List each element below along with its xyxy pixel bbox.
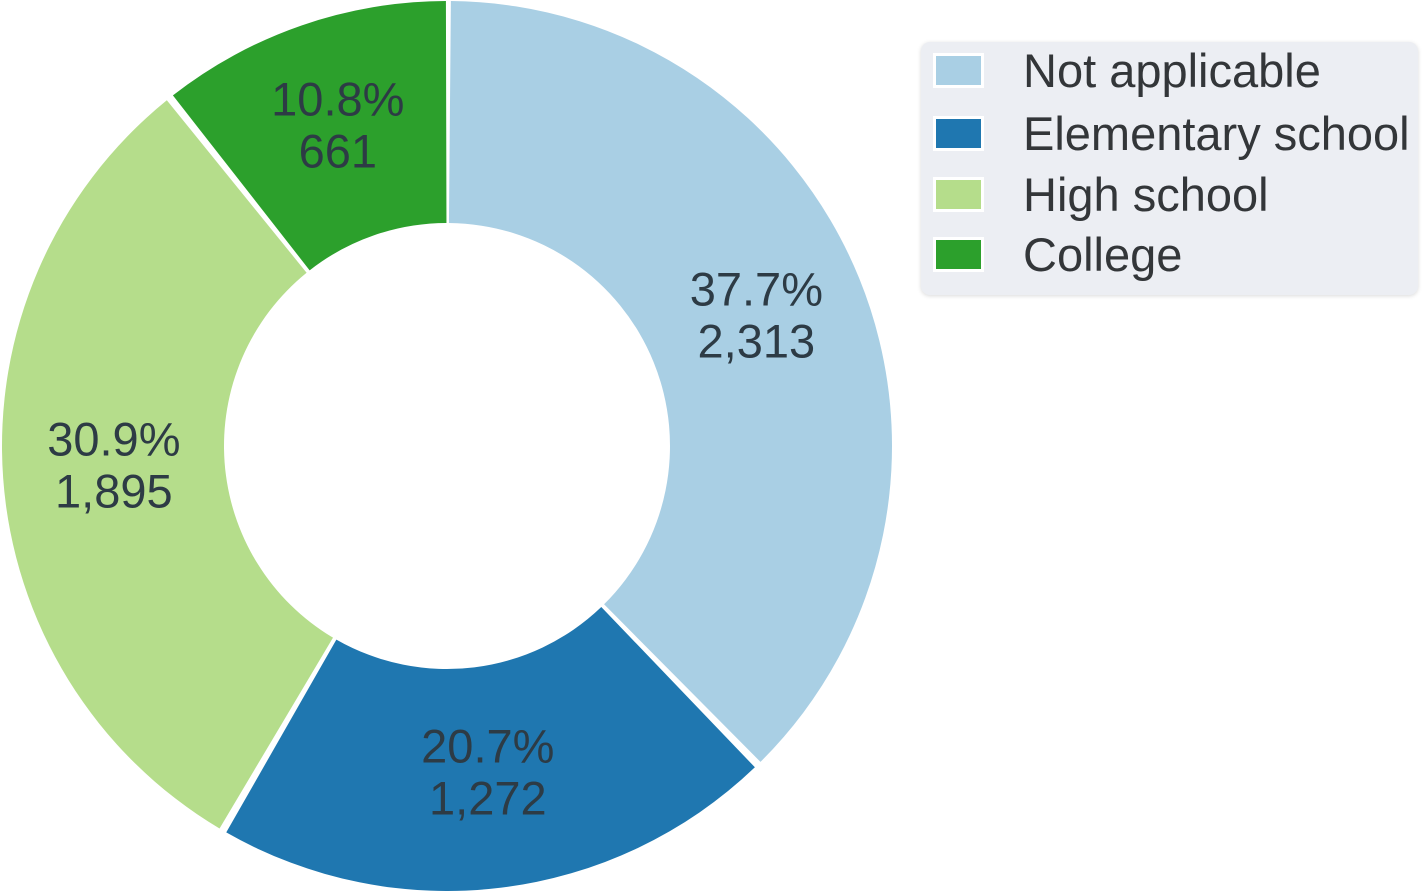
svg-text:2,313: 2,313 xyxy=(698,314,816,367)
svg-text:20.7%: 20.7% xyxy=(421,719,554,772)
svg-text:661: 661 xyxy=(299,124,377,177)
svg-text:30.9%: 30.9% xyxy=(47,412,180,465)
svg-text:1,272: 1,272 xyxy=(429,771,547,824)
svg-text:37.7%: 37.7% xyxy=(690,262,823,315)
svg-text:1,895: 1,895 xyxy=(55,464,173,517)
svg-text:10.8%: 10.8% xyxy=(271,72,404,125)
